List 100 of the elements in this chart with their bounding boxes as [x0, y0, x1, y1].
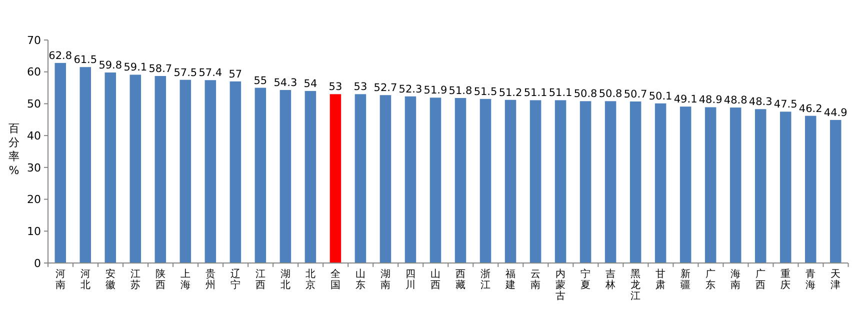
x-tick-label: 广东 — [706, 268, 716, 291]
x-tick-label: 吉林 — [604, 268, 616, 291]
data-label: 54.3 — [274, 77, 298, 90]
y-tick-label: 70 — [27, 34, 41, 47]
bar — [730, 108, 742, 263]
bar — [680, 106, 692, 263]
x-tick-label: 青海 — [806, 268, 816, 291]
data-label: 59.8 — [98, 59, 122, 72]
bar — [230, 81, 242, 263]
data-label: 51.2 — [498, 86, 522, 99]
bar — [654, 103, 666, 263]
bar — [380, 95, 392, 263]
bar — [330, 94, 342, 263]
y-tick-label: 60 — [27, 66, 41, 79]
x-tick-label: 河南 — [55, 268, 66, 291]
bar — [504, 100, 516, 263]
data-label: 50.1 — [648, 90, 672, 102]
data-label: 52.3 — [398, 83, 422, 96]
x-tick-label: 浙江 — [480, 268, 491, 291]
bar — [54, 62, 66, 263]
bar — [154, 76, 166, 263]
bar — [454, 98, 466, 263]
x-tick-label: 甘肃 — [656, 268, 666, 291]
x-tick-label: 黑龙江 — [630, 269, 641, 302]
bar — [80, 67, 92, 263]
data-label: 51.1 — [548, 87, 572, 100]
x-tick-label: 宁夏 — [580, 268, 591, 291]
data-label: 48.9 — [698, 94, 722, 106]
data-label: 51.9 — [424, 84, 448, 97]
x-tick-label: 新疆 — [680, 268, 691, 291]
bar — [404, 96, 416, 263]
data-label: 53 — [328, 81, 342, 94]
bar — [204, 80, 216, 263]
x-tick-label: 河北 — [80, 268, 90, 291]
x-tick-label: 贵州 — [205, 268, 216, 291]
bar — [604, 101, 616, 263]
bar — [780, 112, 792, 263]
bar — [630, 101, 642, 263]
bar — [254, 88, 266, 263]
bar — [530, 100, 542, 263]
x-tick-label: 上海 — [180, 268, 190, 291]
x-tick-label: 海南 — [730, 268, 741, 291]
data-label: 57.4 — [198, 67, 222, 80]
x-tick-label: 重庆 — [780, 268, 791, 291]
x-tick-label: 安徽 — [105, 268, 116, 291]
y-tick-label: 40 — [27, 129, 41, 142]
data-label: 50.8 — [574, 88, 598, 100]
x-tick-label: 四川 — [405, 269, 416, 291]
x-tick-label: 江西 — [255, 268, 266, 291]
bar — [580, 101, 592, 263]
y-tick-label: 0 — [34, 256, 41, 270]
y-tick-label: 20 — [27, 193, 41, 206]
bar — [354, 94, 366, 263]
x-tick-label: 全国 — [330, 268, 340, 291]
data-label: 48.8 — [724, 94, 748, 107]
data-label: 49.1 — [674, 94, 698, 106]
bar — [830, 120, 842, 263]
x-tick-label: 西藏 — [456, 269, 466, 291]
x-tick-label: 福建 — [504, 268, 516, 291]
data-label: 51.1 — [524, 87, 548, 100]
data-label: 44.9 — [824, 106, 848, 119]
data-label: 52.7 — [374, 82, 398, 94]
data-label: 53 — [354, 81, 368, 94]
x-tick-label: 湖北 — [280, 268, 290, 291]
bar — [754, 109, 766, 263]
data-label: 51.8 — [448, 84, 472, 97]
data-label: 46.2 — [798, 102, 822, 115]
bar — [280, 90, 292, 263]
data-label: 61.5 — [74, 54, 98, 66]
data-label: 58.7 — [148, 63, 172, 75]
data-label: 57 — [228, 68, 242, 80]
bar — [704, 107, 716, 263]
bar — [430, 98, 442, 263]
bar — [480, 98, 492, 263]
x-tick-label: 内蒙古 — [556, 268, 566, 302]
x-tick-label: 云南 — [530, 269, 541, 291]
bar — [130, 74, 142, 263]
bar — [804, 116, 816, 263]
x-tick-label: 广西 — [756, 268, 766, 291]
y-tick-label: 50 — [27, 98, 41, 111]
data-label: 48.3 — [748, 96, 772, 108]
x-tick-label: 北京 — [305, 268, 316, 291]
x-tick-label: 江苏 — [130, 268, 140, 291]
data-label: 50.7 — [624, 88, 648, 100]
x-tick-label: 天津 — [830, 269, 841, 291]
x-tick-label: 湖南 — [380, 268, 390, 291]
data-label: 59.1 — [124, 62, 148, 74]
data-label: 51.5 — [474, 86, 498, 98]
data-label: 50.8 — [598, 88, 622, 100]
bar — [304, 90, 316, 263]
x-tick-label: 山东 — [355, 268, 366, 291]
bar — [104, 72, 116, 263]
x-tick-label: 山西 — [430, 268, 440, 291]
data-label: 47.5 — [774, 98, 798, 111]
y-tick-label: 30 — [27, 161, 41, 174]
bar — [554, 100, 566, 263]
y-tick-label: 10 — [27, 224, 41, 238]
data-label: 55 — [254, 74, 268, 87]
data-label: 54 — [304, 78, 318, 90]
x-tick-label: 辽宁 — [230, 268, 240, 291]
